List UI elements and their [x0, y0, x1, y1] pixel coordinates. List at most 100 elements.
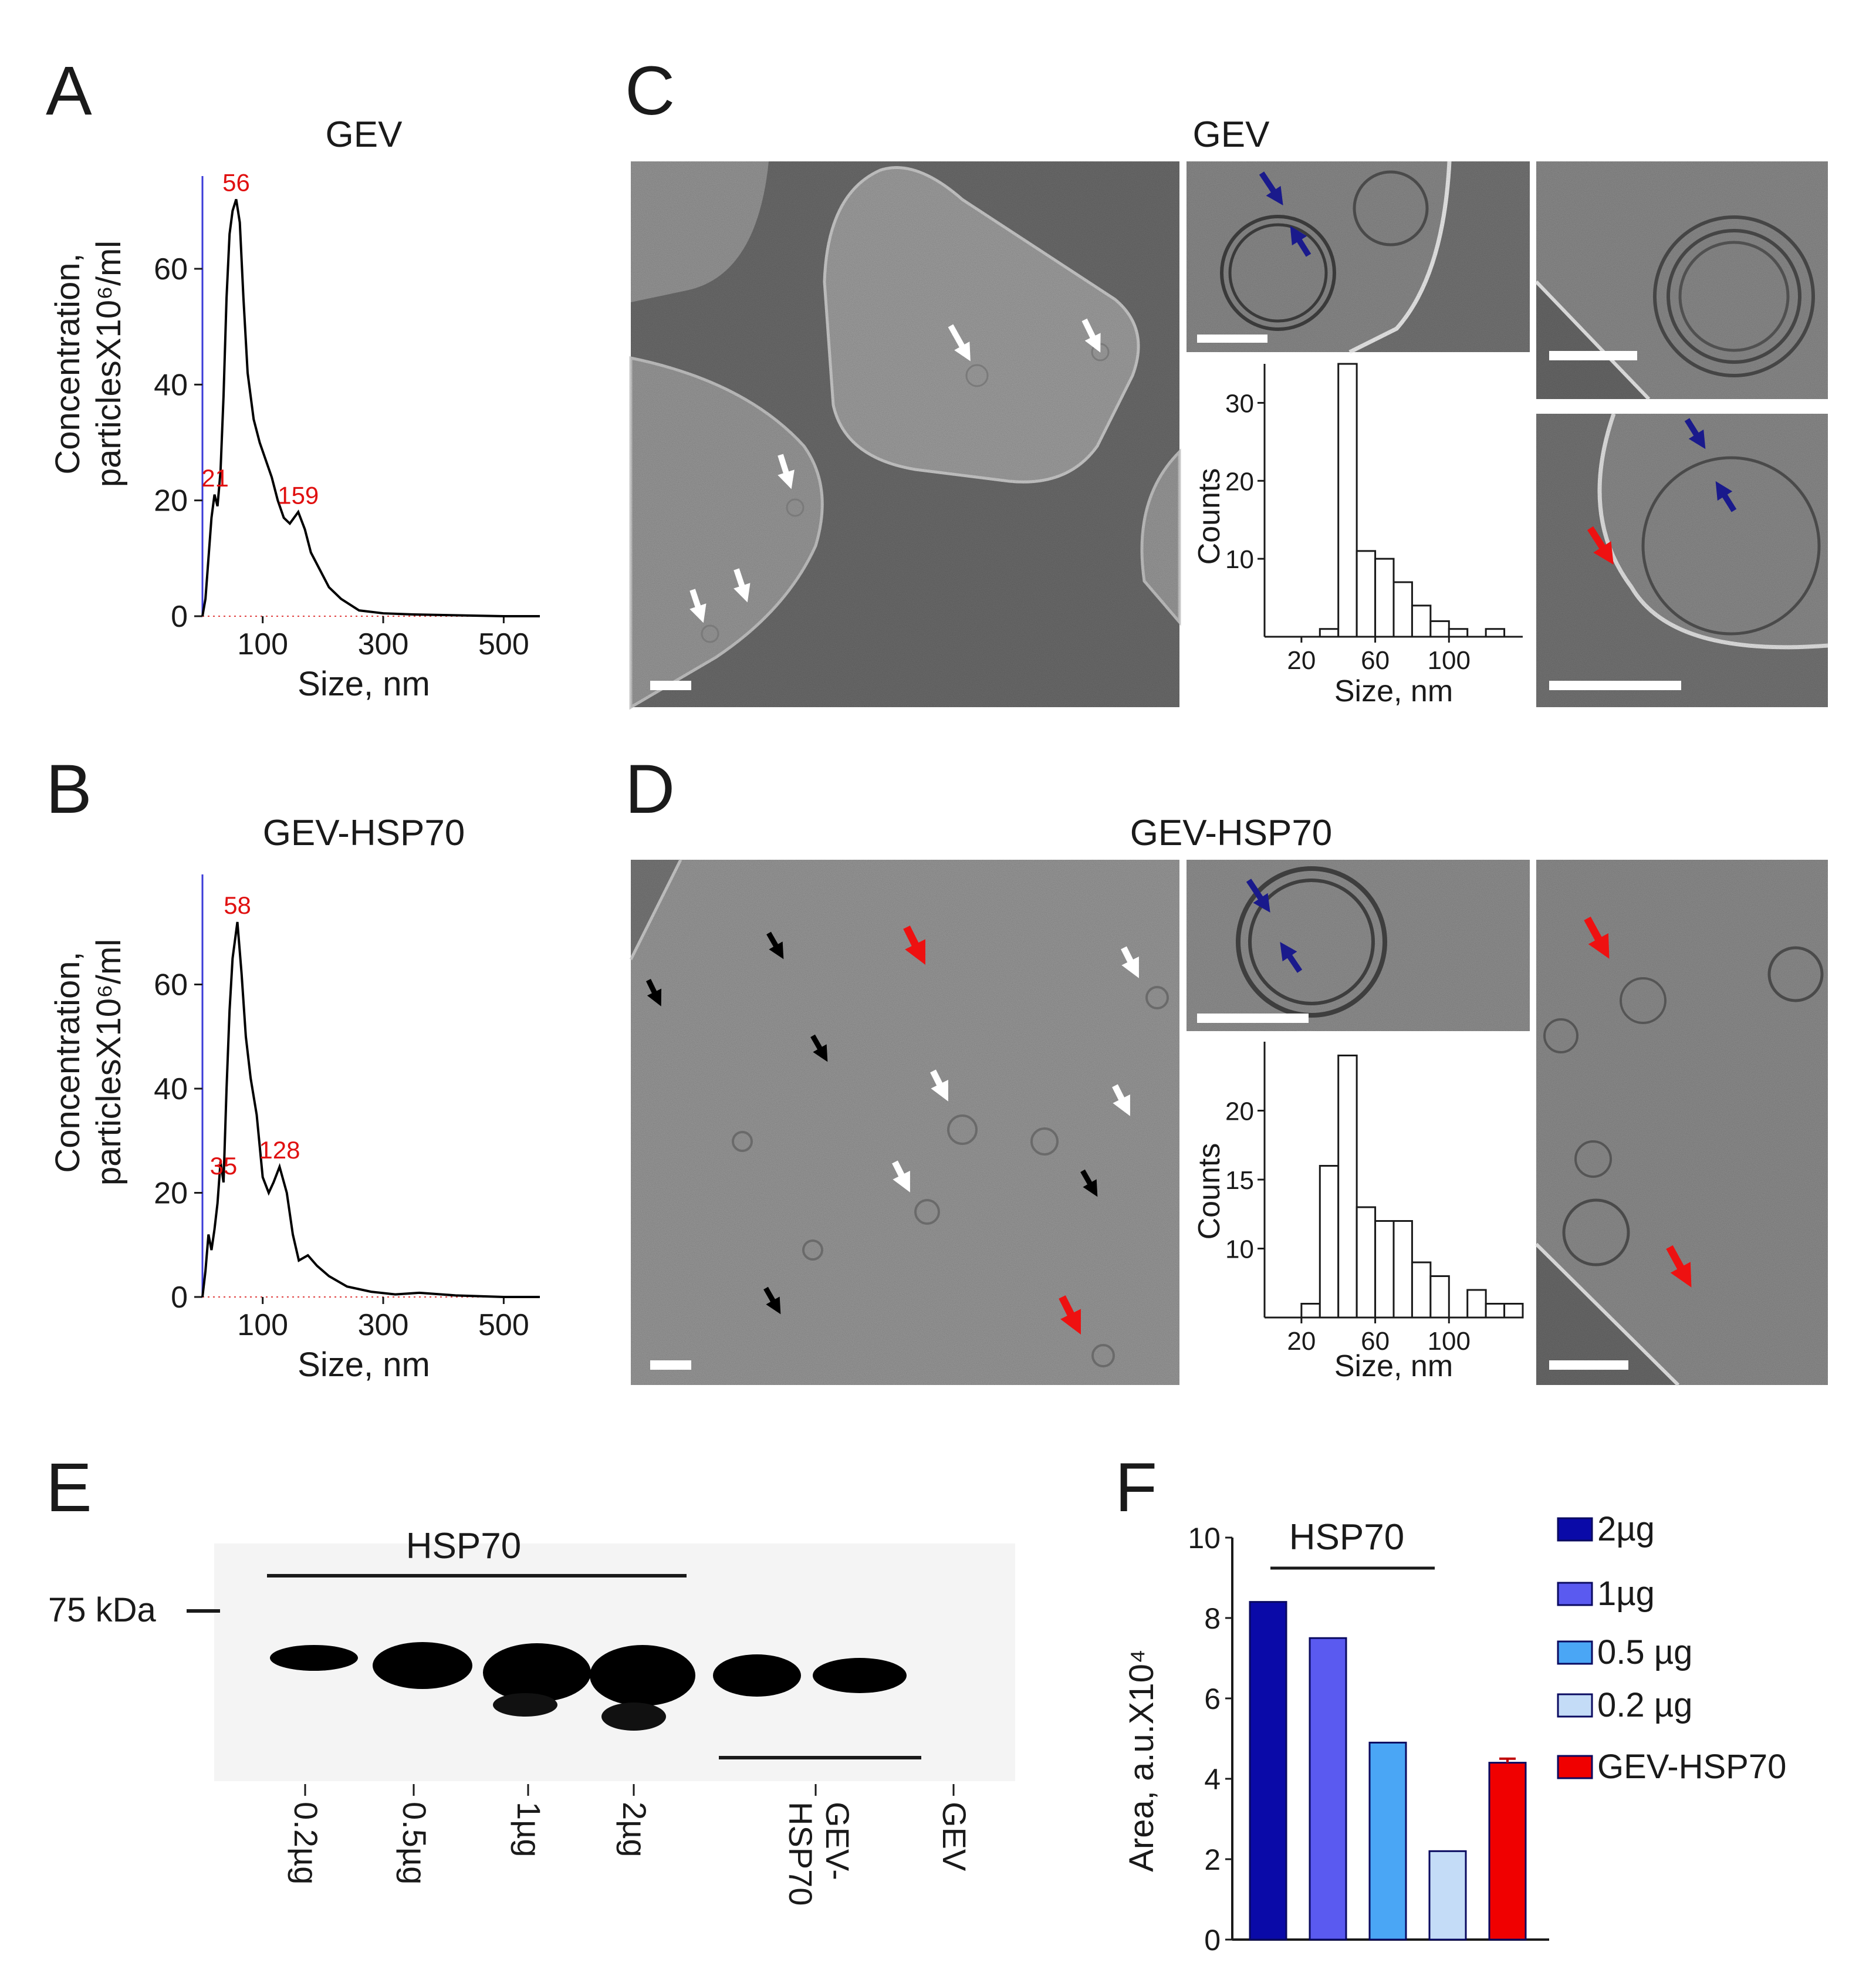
- lane-label: 2µg: [616, 1802, 653, 1857]
- hist-bar: [1411, 604, 1432, 638]
- panel-a-plot: 0 20 40 60 100 300 500 21 56 159: [154, 169, 540, 661]
- legend-swatch: [1557, 1640, 1593, 1665]
- blot-lane-labels: 0.2µg 0.5µg 1µg 2µg GEV-HSP70 GEV: [288, 1784, 973, 1906]
- blot-group-label: HSP70: [406, 1526, 521, 1566]
- white-arrow: [734, 568, 751, 603]
- legend-swatch: [1557, 1517, 1593, 1542]
- hist-bar: [1319, 628, 1340, 638]
- band-2ug-tail: [601, 1702, 666, 1731]
- y-tick-label: 20: [1225, 467, 1254, 496]
- blue-arrow: [1684, 418, 1706, 450]
- white-arrow: [1121, 946, 1139, 978]
- panel-letter-b: B: [46, 751, 92, 828]
- scale-bar: [1549, 1360, 1628, 1370]
- panel-b-plot: 0 20 40 60 100 300 500 35 58 128: [154, 874, 540, 1342]
- peak-label: 35: [210, 1152, 238, 1180]
- panel-d-histogram: 10 15 20 20 60 100: [1225, 1042, 1524, 1356]
- scale-bar: [650, 1360, 691, 1370]
- red-arrow: [1059, 1295, 1081, 1335]
- panel-letter-f: F: [1115, 1449, 1157, 1526]
- band-0.5ug: [373, 1642, 472, 1689]
- panel-c-micrograph-main: [629, 161, 1181, 710]
- red-arrow: [1666, 1245, 1692, 1288]
- hist-bar: [1337, 1055, 1358, 1319]
- white-arrow: [1112, 1084, 1130, 1116]
- legend-label: 0.5 µg: [1597, 1633, 1692, 1671]
- hist-bar: [1411, 1261, 1432, 1319]
- y-tick-label: 0: [171, 600, 188, 634]
- y-tick-label: 6: [1204, 1683, 1221, 1715]
- y-tick-label: 20: [1225, 1097, 1254, 1126]
- bar: [1309, 1637, 1347, 1941]
- y-tick-label: 60: [154, 252, 188, 286]
- y-tick-label: 2: [1204, 1843, 1221, 1876]
- panel-a-title: GEV: [326, 114, 403, 155]
- hist-bar: [1300, 1303, 1321, 1319]
- y-tick-label: 10: [1225, 545, 1254, 574]
- lane-label: HSP70: [782, 1802, 819, 1906]
- x-tick-label: 300: [358, 627, 409, 661]
- y-tick-label: 10: [1188, 1522, 1221, 1555]
- peak-label: 21: [201, 464, 229, 492]
- y-tick-label: 15: [1225, 1166, 1254, 1195]
- panel-b: GEV-HSP70 0 20 40 60 100 300 500 35 58 128 Concen…: [49, 813, 540, 1384]
- hist-bar: [1429, 620, 1450, 638]
- panel-b-xlabel: Size, nm: [298, 1346, 430, 1384]
- legend-label: 1µg: [1597, 1575, 1655, 1613]
- x-tick-label: 100: [237, 627, 288, 661]
- white-arrow: [930, 1069, 948, 1102]
- white-arrow: [892, 1160, 910, 1193]
- hist-bar: [1485, 1303, 1506, 1319]
- blue-arrow: [1280, 942, 1303, 973]
- peak-label: 159: [278, 481, 319, 509]
- panel-d-hist-ylabel: Counts: [1192, 1143, 1226, 1240]
- hist-bar: [1337, 363, 1358, 638]
- hist-bar: [1448, 628, 1469, 638]
- white-arrow: [689, 589, 707, 623]
- blue-arrow: [1259, 171, 1283, 205]
- black-arrow: [810, 1034, 828, 1062]
- red-arrow: [1584, 916, 1610, 959]
- hist-bar: [1374, 558, 1395, 638]
- panel-f-ylabel: Area, a.u.X10⁴: [1123, 1649, 1161, 1872]
- panel-f: 0 2 4 6 8 10 Area, a.u.X10⁴ HSP70 2µg 1µg 0.5 µ…: [1123, 1510, 1786, 1957]
- black-arrow: [645, 979, 662, 1006]
- blue-arrow: [1246, 879, 1270, 913]
- hist-bar: [1392, 1220, 1413, 1319]
- panel-c-micrograph-protein: [1536, 413, 1828, 707]
- legend-label: 2µg: [1597, 1510, 1655, 1548]
- panel-c: GEV: [629, 114, 1828, 710]
- blot-marker-label: 75 kDa: [48, 1591, 157, 1629]
- x-tick-label: 100: [1428, 646, 1471, 675]
- panel-d-title: GEV-HSP70: [1130, 813, 1333, 853]
- black-arrow: [766, 931, 784, 960]
- legend-label: GEV-HSP70: [1597, 1748, 1786, 1786]
- band-2ug: [590, 1645, 695, 1706]
- panel-c-title: GEV: [1193, 114, 1270, 155]
- y-tick-label: 0: [1204, 1924, 1221, 1957]
- panel-d: GEV-HSP70: [629, 813, 1828, 1387]
- blue-arrow: [1715, 481, 1737, 512]
- x-tick-label: 60: [1361, 646, 1390, 675]
- series-line: [201, 199, 540, 617]
- y-tick-label: 60: [154, 968, 188, 1002]
- y-tick-label: 30: [1225, 389, 1254, 418]
- white-arrow: [1081, 318, 1101, 353]
- panel-c-micrograph-vesicle: [1187, 161, 1530, 354]
- hist-bar: [1429, 1275, 1450, 1319]
- black-arrow: [763, 1286, 781, 1315]
- hist-bar: [1392, 581, 1413, 638]
- panel-letter-e: E: [46, 1449, 92, 1526]
- panel-a-ylabel-1: Concentration,: [49, 253, 87, 474]
- hist-bar: [1485, 628, 1506, 638]
- panel-letter-a: A: [46, 52, 92, 130]
- x-tick-label: 20: [1287, 1327, 1316, 1356]
- panel-c-hist-xlabel: Size, nm: [1334, 674, 1453, 708]
- bar: [1488, 1762, 1527, 1941]
- panel-c-histogram: 10 20 30 20 60 100: [1225, 363, 1523, 675]
- band-0.2ug: [270, 1645, 358, 1671]
- y-tick-label: 20: [154, 484, 188, 518]
- hist-bar: [1503, 1303, 1524, 1319]
- legend-swatch: [1557, 1693, 1593, 1718]
- y-tick-label: 8: [1204, 1602, 1221, 1635]
